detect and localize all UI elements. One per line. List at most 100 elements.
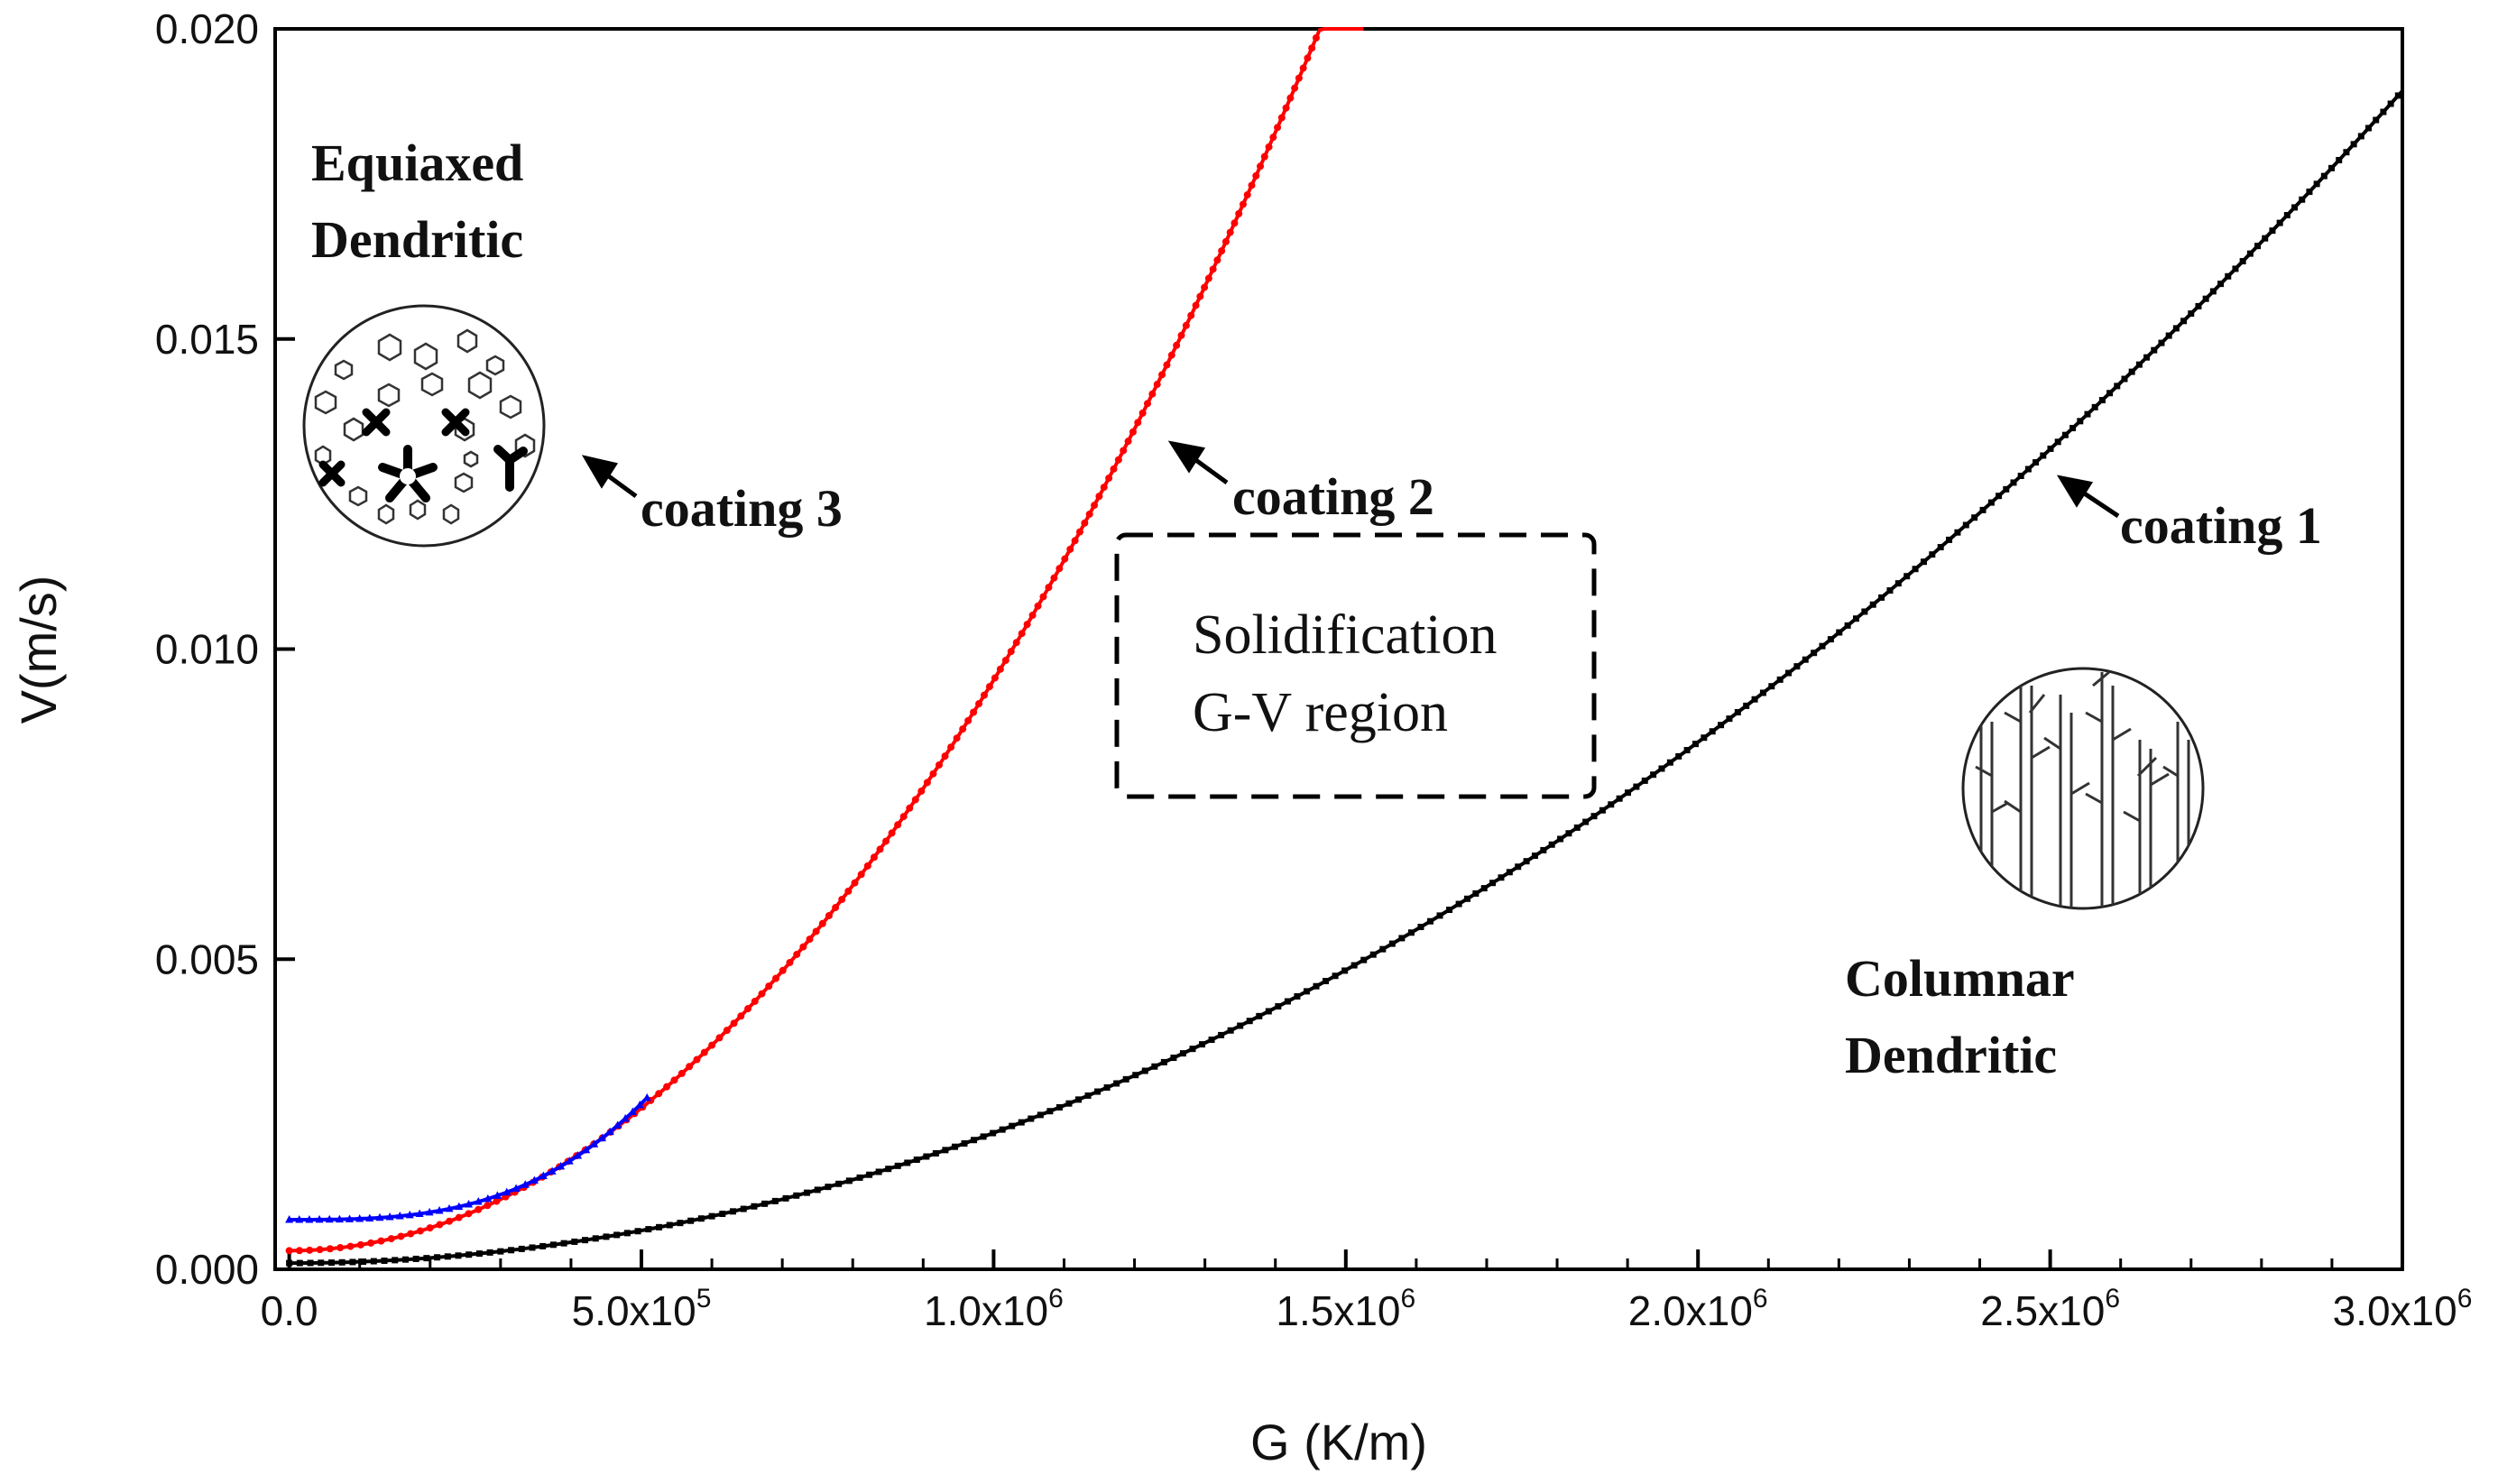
data-point bbox=[1037, 1111, 1044, 1119]
data-point bbox=[1962, 521, 1969, 529]
data-point bbox=[666, 1221, 673, 1229]
data-point bbox=[2084, 410, 2091, 418]
data-point bbox=[530, 1175, 539, 1184]
data-point bbox=[1480, 885, 1488, 892]
data-point bbox=[385, 1212, 394, 1221]
data-point bbox=[1113, 1080, 1120, 1087]
data-point bbox=[1971, 514, 1978, 521]
data-point bbox=[953, 734, 961, 742]
data-point bbox=[2114, 383, 2121, 390]
data-point bbox=[799, 943, 807, 951]
data-point bbox=[1074, 1096, 1082, 1103]
data-point bbox=[942, 1147, 949, 1154]
series-layer bbox=[285, 27, 2404, 1267]
data-point bbox=[1743, 702, 1750, 709]
data-point bbox=[335, 1214, 344, 1223]
data-point bbox=[844, 887, 853, 895]
data-point bbox=[1012, 639, 1020, 647]
data-point bbox=[1548, 841, 1555, 848]
data-point bbox=[2291, 204, 2299, 211]
data-point bbox=[416, 1227, 424, 1235]
data-point bbox=[392, 1257, 399, 1264]
data-point bbox=[1332, 972, 1339, 980]
data-point bbox=[744, 1005, 752, 1013]
data-point bbox=[346, 1214, 355, 1222]
tick-labels: 0.0 5.0x105 1.0x106 1.5x106 2.0x106 2.5x106 3.… bbox=[155, 5, 2473, 1334]
y-tick-label: 0.005 bbox=[155, 936, 259, 982]
data-point bbox=[1167, 351, 1175, 359]
data-point bbox=[1531, 853, 1538, 860]
data-point bbox=[1350, 962, 1358, 969]
data-point bbox=[719, 1211, 726, 1218]
data-point bbox=[1903, 573, 1911, 580]
data-point bbox=[285, 1215, 294, 1223]
data-point bbox=[740, 1205, 747, 1212]
data-point bbox=[999, 1126, 1006, 1133]
data-point bbox=[1095, 493, 1103, 501]
data-point bbox=[1633, 783, 1640, 790]
data-point bbox=[771, 1197, 779, 1204]
data-point bbox=[539, 1171, 548, 1180]
data-point bbox=[786, 958, 794, 966]
data-point bbox=[465, 1210, 473, 1218]
data-point bbox=[875, 1168, 882, 1175]
data-point bbox=[1138, 409, 1147, 417]
data-point bbox=[539, 1242, 547, 1249]
data-point bbox=[686, 1063, 694, 1071]
data-point bbox=[835, 1180, 843, 1187]
data-point bbox=[574, 1151, 583, 1159]
data-point bbox=[1094, 1088, 1102, 1095]
data-point bbox=[2054, 438, 2061, 446]
data-point bbox=[338, 1258, 346, 1266]
data-point bbox=[2188, 310, 2195, 318]
data-point bbox=[832, 904, 840, 912]
data-point bbox=[1540, 846, 1547, 853]
data-point bbox=[1277, 114, 1286, 122]
data-point bbox=[1227, 1027, 1234, 1034]
data-point bbox=[1129, 428, 1137, 436]
data-point bbox=[1110, 465, 1118, 473]
data-point bbox=[980, 1133, 987, 1140]
data-point bbox=[465, 1199, 474, 1208]
data-point bbox=[497, 1248, 504, 1255]
data-point bbox=[708, 1212, 715, 1220]
data-point bbox=[1218, 1031, 1225, 1038]
data-point bbox=[571, 1238, 578, 1245]
data-point bbox=[1360, 956, 1368, 963]
data-point bbox=[1658, 765, 1665, 772]
data-point bbox=[793, 950, 801, 958]
data-point bbox=[518, 1245, 525, 1252]
data-point bbox=[645, 1226, 652, 1233]
data-point bbox=[932, 1149, 939, 1157]
data-point bbox=[1878, 594, 1885, 601]
data-point bbox=[2269, 227, 2276, 235]
x-tick-label: 5.0x105 bbox=[572, 1284, 712, 1334]
data-point bbox=[1294, 992, 1301, 1000]
data-point bbox=[1050, 574, 1058, 582]
data-point bbox=[1718, 722, 1725, 729]
data-point bbox=[1246, 1018, 1253, 1025]
x-tick-label: 1.0x106 bbox=[924, 1284, 1064, 1334]
data-point bbox=[565, 1157, 574, 1165]
data-point bbox=[1221, 237, 1230, 245]
data-point bbox=[1388, 940, 1396, 947]
series-markers-3 bbox=[285, 1092, 651, 1223]
data-point bbox=[2299, 196, 2306, 203]
data-point bbox=[951, 1143, 958, 1150]
data-point bbox=[405, 1210, 414, 1219]
data-point bbox=[1590, 813, 1598, 820]
data-point bbox=[1160, 1058, 1167, 1065]
data-point bbox=[1023, 621, 1031, 629]
data-point bbox=[917, 787, 926, 795]
data-point bbox=[1768, 683, 1775, 690]
data-point bbox=[2158, 339, 2165, 346]
data-point bbox=[1398, 935, 1406, 942]
data-point bbox=[613, 1120, 622, 1129]
data-point bbox=[1007, 648, 1015, 656]
data-point bbox=[444, 1253, 451, 1260]
data-point bbox=[1114, 456, 1122, 464]
data-point bbox=[1946, 536, 1953, 543]
data-point bbox=[286, 1259, 293, 1267]
data-point bbox=[964, 716, 972, 724]
data-point bbox=[592, 1235, 599, 1242]
